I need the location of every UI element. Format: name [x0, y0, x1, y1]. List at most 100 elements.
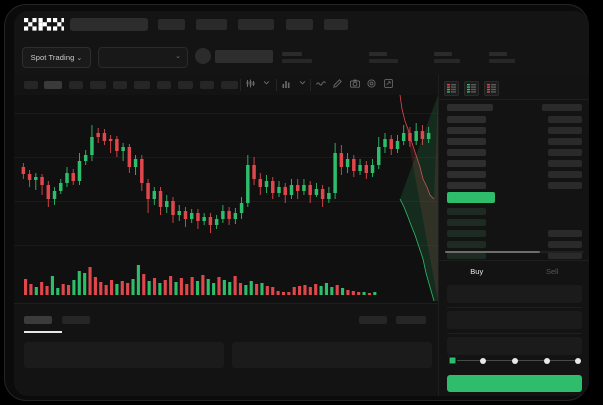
order-book-ask-price-2[interactable]	[447, 138, 486, 145]
orders-panel-left	[24, 342, 224, 368]
timeframe-button-4[interactable]	[113, 81, 127, 89]
timeframe-button-8[interactable]	[200, 81, 214, 89]
tab-open-orders[interactable]	[24, 316, 52, 324]
order-book-bid-price-4[interactable]	[447, 252, 486, 259]
okx-logo-icon[interactable]	[24, 18, 64, 31]
trading-pair-name	[215, 50, 273, 63]
toolbar-divider	[240, 79, 241, 91]
orderbook-view-bids-icon[interactable]	[464, 81, 479, 96]
orderbook-view-asks-icon[interactable]	[484, 81, 499, 96]
stat-high-24h	[434, 52, 460, 63]
order-amount-input[interactable]	[447, 311, 582, 329]
order-book-scrollbar[interactable]	[445, 251, 584, 253]
market-sub-header: Spot Trading ⌄ ⌄	[14, 38, 589, 76]
indicators-icon[interactable]	[282, 79, 291, 88]
line-tool-icon[interactable]	[316, 79, 326, 88]
order-book-bid-qty-4[interactable]	[548, 252, 582, 259]
volume-series	[24, 265, 377, 295]
order-book-ask-price-3[interactable]	[447, 149, 486, 156]
order-book-bid-price-0[interactable]	[447, 208, 486, 215]
order-book-bid-price-1[interactable]	[447, 219, 486, 226]
timeframe-button-5[interactable]	[134, 81, 150, 89]
stat-last-price	[282, 52, 312, 63]
chart-gridline	[14, 245, 438, 246]
order-book-ask-price-5[interactable]	[447, 171, 486, 178]
slider-stop-100[interactable]	[575, 357, 581, 364]
order-book-bid-qty-2[interactable]	[548, 230, 582, 237]
tab-hide-other-pairs[interactable]	[396, 316, 426, 324]
nav-item-trade[interactable]	[196, 19, 227, 30]
market-depth-chart	[399, 95, 438, 302]
top-navigation-bar	[14, 11, 589, 38]
order-book-ask-qty-5[interactable]	[548, 171, 582, 178]
place-buy-order-button[interactable]	[447, 375, 582, 392]
slider-stop-50[interactable]	[512, 357, 518, 364]
order-book-column-header-price[interactable]	[447, 104, 493, 111]
slider-stop-25[interactable]	[480, 357, 486, 364]
chart-gridline	[14, 157, 438, 158]
order-book-ask-qty-3[interactable]	[548, 149, 582, 156]
order-book-bid-qty-3[interactable]	[548, 241, 582, 248]
order-book-ask-qty-0[interactable]	[548, 116, 582, 123]
form-divider	[447, 307, 582, 308]
orderbook-view-both-icon[interactable]	[444, 81, 459, 96]
order-book-ask-price-4[interactable]	[447, 160, 486, 167]
chart-settings-icon[interactable]	[367, 79, 376, 88]
order-book-mark-price	[447, 192, 495, 203]
price-chart[interactable]	[14, 95, 438, 303]
nav-item-derivatives[interactable]	[238, 19, 274, 30]
nav-item-markets[interactable]	[158, 19, 185, 30]
order-book-ask-price-6[interactable]	[447, 182, 486, 189]
order-book-ask-qty-2[interactable]	[548, 138, 582, 145]
stat-volume-24h	[489, 52, 515, 63]
order-book-divider	[439, 99, 589, 100]
stat-change-24h	[369, 52, 398, 63]
timeframe-button-0[interactable]	[24, 81, 38, 89]
tab-filter-all[interactable]	[359, 316, 387, 324]
order-book-bid-price-2[interactable]	[447, 230, 486, 237]
nav-search-field[interactable]	[70, 18, 148, 31]
chart-type-candles-icon[interactable]	[246, 79, 255, 88]
sell-tab[interactable]: Sell	[545, 267, 559, 276]
timeframe-button-1[interactable]	[44, 81, 62, 89]
candlestick-series	[21, 123, 431, 233]
order-book-bid-price-3[interactable]	[447, 241, 486, 248]
slider-stop-75[interactable]	[544, 357, 550, 364]
pencil-draw-icon[interactable]	[333, 79, 342, 88]
order-book-ask-price-1[interactable]	[447, 127, 486, 134]
slider-handle[interactable]	[448, 356, 457, 365]
timeframe-button-2[interactable]	[69, 81, 83, 89]
chart-gridline	[14, 201, 438, 202]
chevron-down-icon: ⌄	[76, 55, 83, 62]
orders-panel-right	[232, 342, 432, 368]
indicators-dropdown-icon[interactable]	[299, 79, 306, 86]
chevron-down-icon: ⌄	[175, 53, 181, 60]
nav-item-more[interactable]	[324, 19, 348, 30]
orders-panel	[14, 303, 438, 396]
order-price-input[interactable]	[447, 285, 582, 303]
order-book-column-header-quantity[interactable]	[542, 104, 582, 111]
timeframe-button-6[interactable]	[157, 81, 171, 89]
coin-avatar	[195, 48, 211, 64]
app-screen: Spot Trading ⌄ ⌄	[14, 11, 589, 396]
market-type-dropdown[interactable]: Spot Trading ⌄	[22, 47, 91, 68]
order-total-input[interactable]	[447, 337, 582, 355]
tab-order-history[interactable]	[62, 316, 90, 324]
buy-tab[interactable]: Buy	[470, 267, 484, 276]
timeframe-button-9[interactable]	[221, 81, 238, 89]
order-book-ask-price-0[interactable]	[447, 116, 486, 123]
trading-pair-select[interactable]: ⌄	[98, 47, 188, 68]
order-book-ask-qty-4[interactable]	[548, 160, 582, 167]
nav-item-finance[interactable]	[286, 19, 313, 30]
order-percent-slider[interactable]	[448, 356, 581, 365]
chart-type-dropdown-icon[interactable]	[263, 79, 270, 86]
timeframe-button-3[interactable]	[90, 81, 106, 89]
chart-toolbar	[14, 75, 438, 96]
camera-snapshot-icon[interactable]	[350, 79, 360, 88]
timeframe-button-7[interactable]	[178, 81, 193, 89]
order-book	[438, 75, 589, 260]
trade-form: Buy Sell	[438, 260, 589, 396]
fullscreen-icon[interactable]	[384, 79, 393, 88]
order-book-ask-qty-1[interactable]	[548, 127, 582, 134]
order-book-ask-qty-6[interactable]	[548, 182, 582, 189]
